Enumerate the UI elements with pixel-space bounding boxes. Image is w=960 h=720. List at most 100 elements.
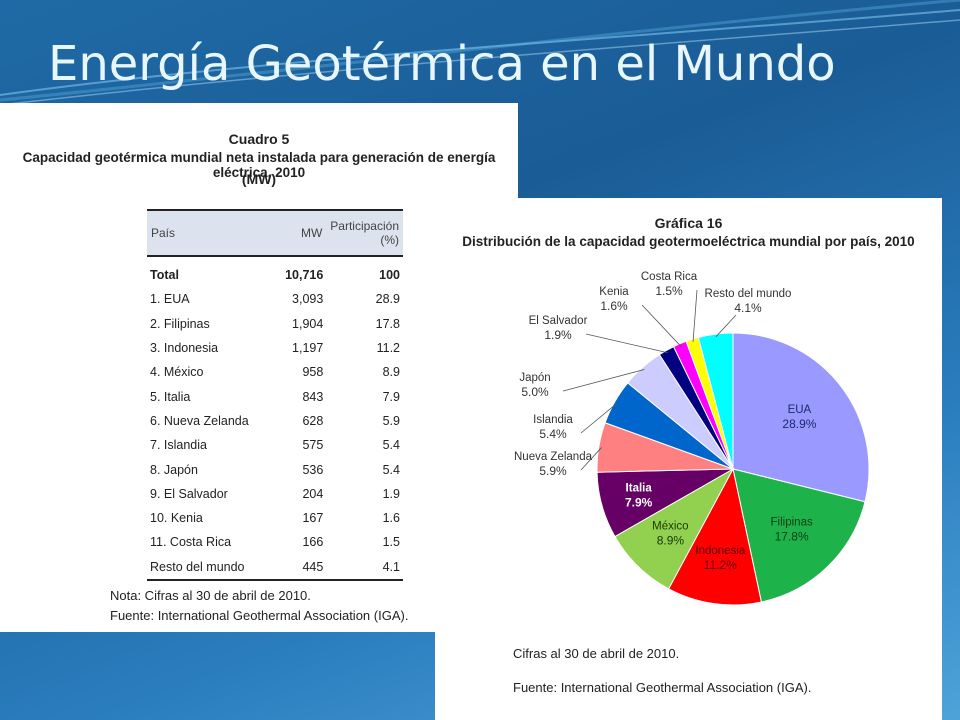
slice-label-costa-rica: Costa Rica [641,271,698,283]
header-country: País [147,209,274,257]
leader-line-kenia [641,304,682,347]
slice-value-indonesia: 11.2% [704,558,737,572]
slice-value-el-salvador: 1.9% [544,328,572,342]
table-row: 7. Islandia 575 5.4 [147,433,403,457]
table-row: 9. El Salvador 204 1.9 [147,482,403,506]
table-caption-title: Capacidad geotérmica mundial neta instal… [22,150,496,180]
cell-share: 5.4 [382,438,400,453]
cell-country: 8. Japón [150,462,198,477]
table-row: 2. Filipinas 1,904 17.8 [147,312,403,336]
chart-title: Gráfica 16 [654,215,723,231]
leader-line-nueva-zelanda [580,447,602,471]
cell-share: 5.4 [382,462,400,477]
cell-share: 11.2 [376,341,400,356]
chart-subtitle: Distribución de la capacidad geotermoelé… [462,234,915,249]
cell-mw: 843 [302,389,324,404]
cell-mw: 1,197 [292,341,324,356]
cell-country: 10. Kenia [150,511,203,526]
table-total-row: Total 10,716 100 [147,256,403,287]
slice-label-méxico: México [652,520,688,532]
header-mw: MW [273,209,327,257]
slice-label-el-salvador: El Salvador [529,315,588,327]
cell-mw: 167 [302,511,324,526]
table-row: Resto del mundo 445 4.1 [147,554,403,581]
table-caption-number: Cuadro 5 [228,131,290,147]
cell-share: 7.9 [382,389,400,404]
table-caption-unit: (MW) [241,171,277,187]
cell-share: 28.9 [375,292,400,307]
slice-value-filipinas: 17.8% [775,530,809,544]
cell-country: 2. Filipinas [150,316,210,331]
cell-mw: 958 [302,365,324,380]
leader-line-japón [562,369,645,392]
table-row: 6. Nueva Zelanda 628 5.9 [147,409,403,433]
table-row: 3. Indonesia 1,197 11.2 [147,336,403,360]
slice-value-italia: 7.9% [625,495,653,509]
chart-source: Fuente: International Geothermal Associa… [513,680,812,695]
slice-label-eua: EUA [788,404,812,416]
cell-country: 1. EUA [150,292,190,307]
table-source: Fuente: International Geothermal Associa… [110,608,409,623]
cell-mw: 166 [302,535,324,550]
slice-label-filipinas: Filipinas [771,517,813,529]
cell-country: 3. Indonesia [150,341,219,356]
cell-mw: 575 [302,438,324,453]
slice-value-eua: 28.9% [782,417,816,431]
cell-share: 1.9 [382,486,400,501]
slice-label-italia: Italia [626,482,653,494]
capacity-table: País MW Participación (%) Total 10,716 100… [147,209,403,581]
slice-value-kenia: 1.6% [600,299,628,313]
table-note: Nota: Cifras al 30 de abril de 2010. [110,588,311,603]
table-panel: Cuadro 5 Capacidad geotérmica mundial ne… [0,103,518,632]
slice-label-nueva-zelanda: Nueva Zelanda [514,451,593,463]
table-row: 11. Costa Rica 166 1.5 [147,530,403,554]
cell-country: 6. Nueva Zelanda [150,413,249,428]
cell-country: 5. Italia [150,389,191,404]
leader-line-costa-rica [692,289,698,342]
table-row: 10. Kenia 167 1.6 [147,506,403,530]
slice-value-nueva-zelanda: 5.9% [539,464,567,478]
table-row: 4. México 958 8.9 [147,360,403,384]
table-row: 5. Italia 843 7.9 [147,384,403,408]
cell-country: 7. Islandia [150,438,207,453]
cell-mw: 628 [302,413,324,428]
cell-share: 1.5 [382,535,400,550]
slice-value-resto-del-mundo: 4.1% [734,301,762,315]
cell-share: 4.1 [326,554,403,581]
cell-mw: 204 [302,486,324,501]
table-row: 8. Japón 536 5.4 [147,457,403,481]
cell-country: Resto del mundo [147,554,274,581]
cell-share: 5.9 [382,413,400,428]
pie-slice-indonesia [667,467,762,606]
leader-line-el-salvador [585,333,668,354]
pie-slice-eua [732,332,870,503]
cell-share: 8.9 [382,365,400,380]
cell-country: 11. Costa Rica [150,535,232,550]
slice-label-indonesia: Indonesia [695,545,745,557]
cell-mw: 536 [302,462,324,477]
slice-label-resto-del-mundo: Resto del mundo [705,288,792,300]
cell-share: 1.6 [382,511,400,526]
table-header-row: País MW Participación (%) [147,209,403,257]
cell-mw: 10,716 [285,268,324,283]
slice-label-islandia: Islandia [533,414,573,426]
pie-slice-filipinas [732,468,866,603]
cell-country: 4. México [150,365,204,380]
slice-value-costa-rica: 1.5% [655,284,683,298]
slice-value-japón: 5.0% [521,385,549,399]
chart-panel: Gráfica 16 Distribución de la capacidad … [435,198,942,720]
cell-mw: 445 [273,554,327,581]
cell-country: 9. El Salvador [150,486,228,501]
chart-note: Cifras al 30 de abril de 2010. [513,646,680,661]
cell-mw: 3,093 [292,292,324,307]
pie-slice-resto-del-mundo [697,332,734,470]
slide-title: Energía Geotérmica en el Mundo [48,36,836,92]
cell-mw: 1,904 [292,316,324,331]
cell-share: 17.8 [375,316,400,331]
cell-share: 100 [379,268,400,283]
slice-label-kenia: Kenia [599,286,629,298]
leader-line-resto-del-mundo [715,314,737,338]
header-share: Participación (%) [326,209,403,257]
leader-line-islandia [580,402,618,434]
